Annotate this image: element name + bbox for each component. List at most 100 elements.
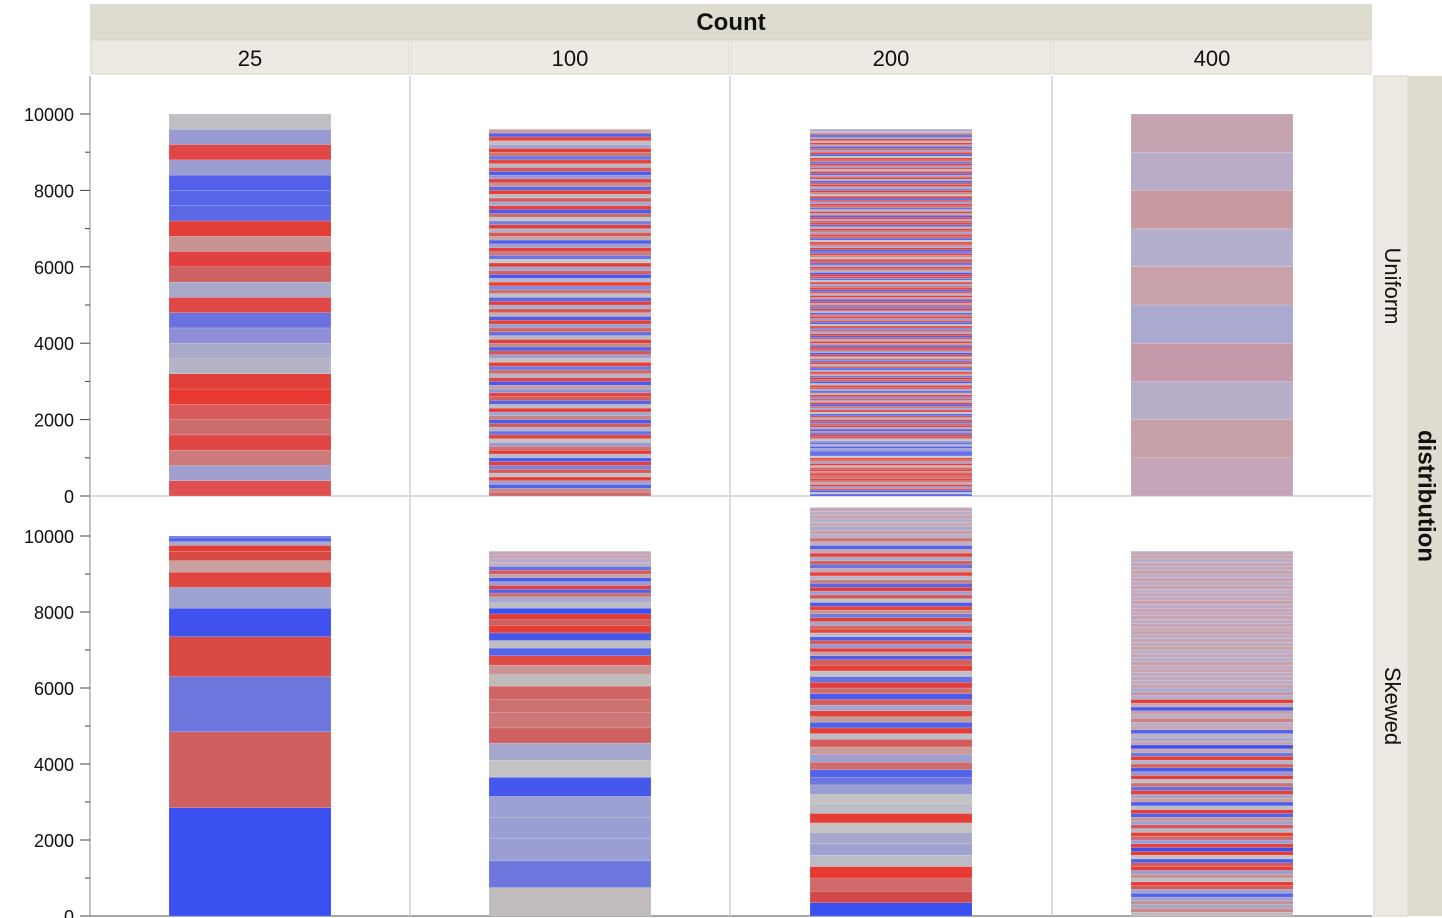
bar-segment bbox=[488, 423, 652, 428]
bar-segment bbox=[488, 362, 652, 367]
bar-segment bbox=[809, 213, 973, 216]
bar-segment bbox=[488, 323, 652, 329]
bar-segment bbox=[168, 342, 332, 359]
bar-segment bbox=[1130, 657, 1294, 662]
bar-segment bbox=[809, 325, 973, 329]
bar-segment bbox=[809, 339, 973, 342]
bar-segment bbox=[488, 167, 652, 172]
bar-segment bbox=[809, 428, 973, 432]
bar-segment bbox=[809, 625, 973, 630]
row-label: Skewed bbox=[1380, 667, 1405, 745]
bar-segment bbox=[809, 409, 973, 413]
bar-segment bbox=[809, 693, 973, 700]
bar-segment bbox=[809, 902, 973, 917]
bar-segment bbox=[168, 404, 332, 420]
y-tick-label: 2000 bbox=[34, 411, 74, 431]
bar-segment bbox=[488, 171, 652, 176]
bar-segment bbox=[1130, 904, 1294, 909]
bar-segment bbox=[809, 274, 973, 277]
bar-segment bbox=[809, 203, 973, 206]
bar-segment bbox=[809, 651, 973, 656]
bar-segment bbox=[809, 310, 973, 313]
bar-segment bbox=[488, 255, 652, 260]
bar-segment bbox=[809, 438, 973, 441]
bar-segment bbox=[809, 255, 973, 258]
bar-segment bbox=[809, 283, 973, 287]
bar-segment bbox=[168, 676, 332, 732]
bar-segment bbox=[488, 308, 652, 313]
bar-segment bbox=[1130, 854, 1294, 860]
bar-segment bbox=[809, 556, 973, 561]
bar-segment bbox=[809, 384, 973, 388]
bar-segment bbox=[168, 159, 332, 176]
bar-segment bbox=[809, 442, 973, 445]
bar-segment bbox=[809, 866, 973, 879]
bar-segment bbox=[168, 480, 332, 497]
bar-segment bbox=[488, 434, 652, 439]
bar-segment bbox=[809, 228, 973, 231]
bar-segment bbox=[488, 585, 652, 590]
bar-segment bbox=[488, 415, 652, 420]
bar-segment bbox=[809, 716, 973, 723]
bar-segment bbox=[809, 251, 973, 254]
bar-segment bbox=[488, 742, 652, 761]
bar-segment bbox=[488, 602, 652, 609]
column-group-title: Count bbox=[696, 9, 765, 36]
bar-segment bbox=[809, 337, 973, 340]
bar-segment bbox=[809, 448, 973, 451]
y-tick-label: 6000 bbox=[34, 258, 74, 278]
bar-segment bbox=[168, 541, 332, 546]
bar-segment bbox=[488, 592, 652, 598]
bar-segment bbox=[488, 453, 652, 459]
bar-segment bbox=[809, 659, 973, 666]
bar-segment bbox=[809, 822, 973, 833]
bar-segment bbox=[809, 264, 973, 268]
bar-segment bbox=[488, 320, 652, 325]
bar-segment bbox=[809, 415, 973, 418]
bar-segment bbox=[1130, 839, 1294, 845]
bar-segment bbox=[809, 172, 973, 176]
bar-segment bbox=[168, 449, 332, 466]
bar-segment bbox=[1130, 668, 1294, 674]
bar-segment bbox=[488, 201, 652, 206]
bar-segment bbox=[809, 733, 973, 740]
bar-segment bbox=[809, 583, 973, 588]
bar-segment bbox=[488, 625, 652, 634]
bar-segment bbox=[1130, 744, 1294, 750]
bar-segment bbox=[809, 312, 973, 315]
bar-segment bbox=[809, 190, 973, 193]
bar-segment bbox=[809, 266, 973, 269]
bar-segment bbox=[809, 258, 973, 262]
bar-segment bbox=[1130, 695, 1294, 700]
bar-segment bbox=[809, 379, 973, 382]
row-group-strip bbox=[1408, 76, 1442, 916]
bar-segment bbox=[809, 404, 973, 407]
bar-segment bbox=[809, 161, 973, 164]
bar-segment bbox=[1130, 619, 1294, 624]
bar-segment bbox=[809, 373, 973, 376]
bar-segment bbox=[168, 190, 332, 206]
bar-segment bbox=[809, 289, 973, 292]
bar-segment bbox=[809, 348, 973, 352]
bar-segment bbox=[488, 685, 652, 700]
bar-segment bbox=[488, 258, 652, 264]
bar-segment bbox=[809, 444, 973, 447]
bar-segment bbox=[488, 607, 652, 615]
bar-segment bbox=[488, 727, 652, 744]
bar-segment bbox=[1130, 896, 1294, 902]
bar-segment bbox=[488, 664, 652, 675]
bar-segment bbox=[809, 640, 973, 645]
bar-segment bbox=[809, 214, 973, 218]
y-tick-label: 2000 bbox=[34, 831, 74, 851]
bar-segment bbox=[1130, 645, 1294, 651]
bar-segment bbox=[809, 606, 973, 611]
column-header-label: 200 bbox=[873, 46, 910, 71]
bar-segment bbox=[809, 249, 973, 252]
bar-segment bbox=[1130, 820, 1294, 826]
bar-segment bbox=[809, 564, 973, 569]
bar-segment bbox=[809, 490, 973, 493]
bar-segment bbox=[488, 384, 652, 390]
bar-segment bbox=[168, 545, 332, 552]
y-tick-label: 8000 bbox=[34, 181, 74, 201]
bar-segment bbox=[1130, 623, 1294, 628]
